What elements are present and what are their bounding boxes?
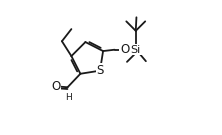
Text: O: O [52, 80, 61, 93]
Text: Si: Si [131, 45, 141, 55]
Text: O: O [120, 43, 129, 56]
Text: H: H [65, 93, 72, 102]
Text: S: S [96, 64, 104, 77]
